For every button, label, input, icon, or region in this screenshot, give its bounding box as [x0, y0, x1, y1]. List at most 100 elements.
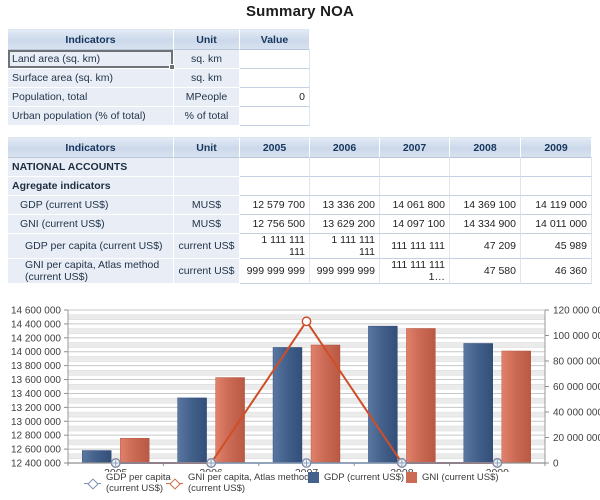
year-value-cell[interactable]: 14 369 100 — [450, 196, 521, 215]
year-value-cell[interactable] — [521, 158, 592, 177]
unit-cell[interactable]: sq. km — [174, 69, 240, 88]
left-axis-label: 13 800 000 — [11, 361, 61, 372]
table-row: Surface area (sq. km) sq. km — [8, 69, 310, 88]
summary-value-table: Indicators Unit Value Land area (sq. km) sq… — [8, 29, 310, 126]
year-value-cell[interactable] — [380, 177, 450, 196]
summary-value-table-header: Indicators Unit Value — [8, 29, 310, 50]
unit-cell[interactable]: MPeople — [174, 88, 240, 107]
unit-cell[interactable]: current US$ — [174, 234, 240, 259]
indicator-cell[interactable]: GNI per capita, Atlas method (current US… — [8, 259, 174, 284]
column-header-unit: Unit — [174, 29, 240, 50]
year-value-cell[interactable]: 14 011 000 — [521, 215, 592, 234]
left-axis-label: 13 600 000 — [11, 375, 61, 386]
year-value-cell[interactable]: 14 119 000 — [521, 196, 592, 215]
year-value-cell[interactable]: 1 111 111 111 — [240, 234, 310, 259]
year-value-cell[interactable]: 47 209 — [450, 234, 521, 259]
indicator-cell[interactable]: NATIONAL ACCOUNTS — [8, 158, 174, 177]
year-value-cell[interactable]: 14 061 800 — [380, 196, 450, 215]
right-axis-label: 100 000 000 — [553, 331, 600, 342]
year-value-cell[interactable] — [450, 177, 521, 196]
year-value-cell[interactable] — [450, 158, 521, 177]
legend-line-diamond-icon — [166, 477, 183, 490]
year-value-cell[interactable]: 111 111 111 1… — [380, 259, 450, 284]
year-value-cell[interactable]: 12 756 500 — [240, 215, 310, 234]
table-row: GNI (current US$) MUS$ 12 756 500 13 629 20… — [8, 215, 592, 234]
bar-gdp-2005 — [81, 450, 112, 464]
bar-gdp-2007 — [272, 347, 303, 464]
indicator-cell[interactable]: Surface area (sq. km) — [8, 69, 174, 88]
right-axis-label: 20 000 000 — [553, 433, 600, 444]
unit-cell[interactable]: current US$ — [174, 259, 240, 284]
table-row: GNI per capita, Atlas method (current US… — [8, 259, 592, 284]
left-axis-label: 14 400 000 — [11, 319, 61, 330]
year-value-cell[interactable]: 13 336 200 — [310, 196, 380, 215]
summary-value-table-body: Land area (sq. km) sq. km Surface area (sq… — [8, 50, 310, 126]
year-value-cell[interactable]: 12 579 700 — [240, 196, 310, 215]
value-cell[interactable] — [240, 107, 310, 126]
value-cell[interactable] — [240, 69, 310, 88]
year-value-cell[interactable] — [240, 177, 310, 196]
line-marker — [301, 316, 312, 327]
indicator-cell[interactable]: Urban population (% of total) — [8, 107, 174, 126]
year-value-cell[interactable]: 45 989 — [521, 234, 592, 259]
unit-cell[interactable] — [174, 177, 240, 196]
column-header-2008: 2008 — [450, 137, 521, 158]
legend-square-icon — [406, 472, 417, 483]
year-value-cell[interactable]: 14 097 100 — [380, 215, 450, 234]
unit-cell[interactable] — [174, 158, 240, 177]
year-value-cell[interactable]: 47 580 — [450, 259, 521, 284]
value-cell[interactable]: 0 — [240, 88, 310, 107]
right-axis-label: 0 — [553, 459, 559, 470]
column-header-2007: 2007 — [380, 137, 450, 158]
selected-cell-indicator[interactable]: Land area (sq. km) — [8, 50, 175, 70]
table-row: Urban population (% of total)% of total — [8, 107, 310, 126]
year-value-cell[interactable] — [310, 158, 380, 177]
table-row: Land area (sq. km) sq. km — [8, 50, 310, 70]
value-cell[interactable] — [240, 50, 310, 69]
indicator-cell[interactable]: GDP per capita (current US$) — [8, 234, 174, 259]
year-value-cell[interactable]: 999 999 999 — [310, 259, 380, 284]
grid-band — [67, 328, 546, 334]
year-value-cell[interactable] — [521, 177, 592, 196]
year-value-cell[interactable]: 46 360 — [521, 259, 592, 284]
noa-chart: 12 400 000 12 600 000 12 800 000 13 000 000… — [0, 296, 600, 500]
bar-gni-2009 — [501, 350, 531, 464]
x-axis-label: 2006 — [199, 467, 223, 472]
indicator-cell[interactable]: Agregate indicators — [8, 177, 174, 196]
national-accounts-table: Indicators Unit 2005 2006 2007 2008 2009 NATIO… — [8, 137, 592, 284]
year-value-cell[interactable] — [380, 158, 450, 177]
indicator-cell[interactable]: Population, total — [8, 88, 174, 107]
left-axis-label: 14 000 000 — [11, 347, 61, 358]
year-value-cell[interactable]: 111 111 111 — [380, 234, 450, 259]
unit-cell[interactable]: MUS$ — [174, 215, 240, 234]
indicator-cell[interactable]: GDP (current US$) — [8, 196, 174, 215]
legend-label: GNI per capita, Atlas method (current US… — [188, 472, 310, 494]
year-value-cell[interactable]: 13 629 200 — [310, 215, 380, 234]
year-value-cell[interactable]: 1 111 111 111 — [310, 234, 380, 259]
column-header-2005: 2005 — [240, 137, 310, 158]
x-axis-label: 2005 — [104, 467, 128, 472]
legend-item: GNI per capita, Atlas method (current US… — [166, 472, 326, 494]
year-value-cell[interactable] — [240, 158, 310, 177]
bar-gdp-2008 — [368, 325, 398, 464]
year-value-cell[interactable]: 14 334 900 — [450, 215, 521, 234]
left-axis-label: 12 600 000 — [11, 445, 61, 456]
fill-handle[interactable] — [169, 64, 175, 70]
unit-cell[interactable]: % of total — [174, 107, 240, 126]
column-header-unit: Unit — [174, 137, 240, 158]
legend-label: GNI (current US$) — [422, 472, 499, 483]
legend-item: GNI (current US$) — [406, 472, 499, 483]
chart-legend: GDP per capita (current US$) GNI per capi… — [0, 472, 600, 500]
legend-label: GDP per capita (current US$) — [106, 472, 171, 494]
left-axis-label: 13 200 000 — [11, 403, 61, 414]
left-axis-label: 12 800 000 — [11, 431, 61, 442]
left-axis-label: 14 600 000 — [11, 306, 61, 317]
year-value-cell[interactable]: 999 999 999 — [240, 259, 310, 284]
bar-gni-2008 — [406, 328, 436, 464]
legend-label: GDP (current US$) — [324, 472, 405, 483]
year-value-cell[interactable] — [310, 177, 380, 196]
unit-cell[interactable]: MUS$ — [174, 196, 240, 215]
indicator-cell[interactable]: GNI (current US$) — [8, 215, 174, 234]
unit-cell[interactable]: sq. km — [174, 50, 240, 69]
right-axis-label: 120 000 000 — [553, 306, 600, 317]
